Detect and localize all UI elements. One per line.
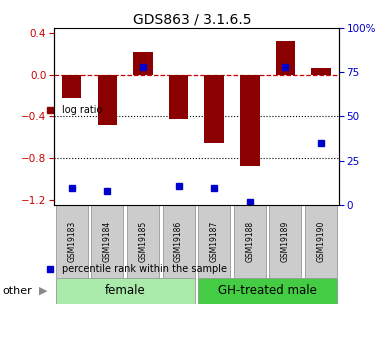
Bar [276, 41, 295, 75]
Bar [198, 278, 337, 304]
Text: GSM19183: GSM19183 [67, 221, 76, 262]
Bar [133, 52, 153, 75]
Text: GDS863 / 3.1.6.5: GDS863 / 3.1.6.5 [133, 12, 252, 26]
Bar [62, 75, 82, 98]
Text: GSM19184: GSM19184 [103, 221, 112, 262]
Bar [127, 205, 159, 278]
Text: percentile rank within the sample: percentile rank within the sample [62, 264, 227, 274]
Bar [240, 75, 259, 166]
Text: female: female [105, 284, 146, 297]
Text: GH-treated male: GH-treated male [218, 284, 317, 297]
Bar [169, 75, 188, 119]
Bar [162, 205, 194, 278]
Text: GSM19185: GSM19185 [139, 221, 147, 262]
Bar [97, 75, 117, 125]
Text: other: other [2, 286, 32, 296]
Bar [305, 205, 337, 278]
Bar [311, 68, 331, 75]
Bar [56, 205, 88, 278]
Text: GSM19187: GSM19187 [210, 221, 219, 262]
Bar [56, 278, 194, 304]
Bar [91, 205, 123, 278]
Text: ▶: ▶ [38, 286, 47, 296]
Bar [234, 205, 266, 278]
Bar [204, 75, 224, 142]
Text: GSM19186: GSM19186 [174, 221, 183, 262]
Bar [270, 205, 301, 278]
Text: log ratio: log ratio [62, 106, 102, 115]
Text: GSM19190: GSM19190 [316, 221, 325, 262]
Text: GSM19189: GSM19189 [281, 221, 290, 262]
Text: GSM19188: GSM19188 [245, 221, 254, 262]
Bar [198, 205, 230, 278]
